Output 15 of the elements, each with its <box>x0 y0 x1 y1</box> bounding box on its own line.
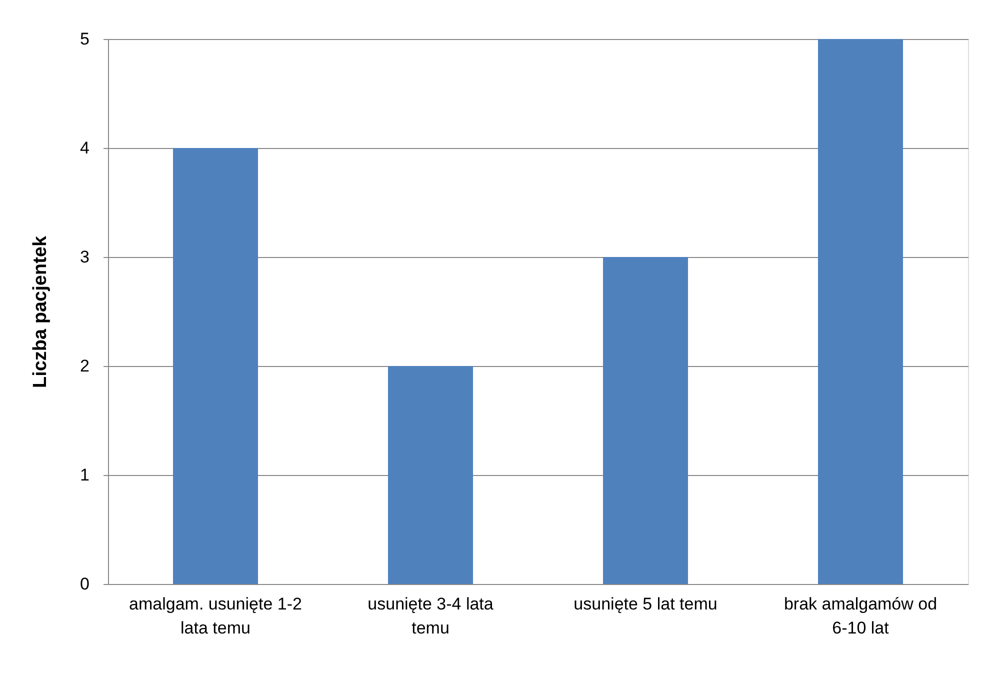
x-tick-label: usunięte 5 lat temu <box>574 594 718 614</box>
y-tick-label: 1 <box>80 466 90 484</box>
y-tick-label: 2 <box>80 356 90 376</box>
y-tick-label: 3 <box>80 248 90 266</box>
x-tick-label: amalgam. usunięte 1-2 lata temu <box>129 594 302 638</box>
y-tick-label: 0 <box>80 574 90 594</box>
y-tick-label: 4 <box>80 138 90 158</box>
y-tick-label: 5 <box>80 30 90 48</box>
bar <box>603 257 688 584</box>
bar <box>818 39 903 584</box>
y-axis-title: Liczba pacjentek <box>30 236 52 388</box>
bar <box>388 366 473 584</box>
x-tick-label: usunięte 3-4 lata temu <box>368 594 494 638</box>
bar <box>173 148 258 584</box>
x-tick-label: brak amalgamów od 6-10 lat <box>784 594 938 638</box>
